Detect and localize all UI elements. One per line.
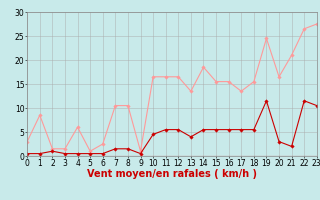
X-axis label: Vent moyen/en rafales ( km/h ): Vent moyen/en rafales ( km/h )	[87, 169, 257, 179]
